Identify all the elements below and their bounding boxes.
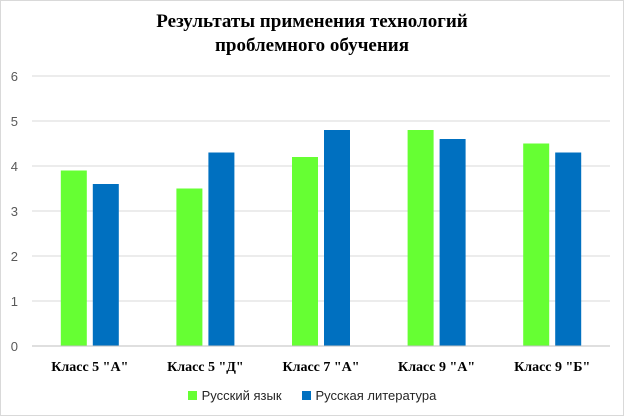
chart-title-line-2: проблемного обучения — [214, 35, 410, 56]
y-tick-label: 1 — [11, 294, 18, 309]
y-tick-label: 2 — [11, 249, 18, 264]
bar — [324, 130, 350, 346]
y-tick-label: 6 — [11, 69, 18, 84]
legend: Русский язык Русская литература — [0, 388, 624, 403]
y-tick-label: 5 — [11, 114, 18, 129]
legend-swatch-russian-language — [187, 391, 197, 400]
bars — [60, 130, 582, 346]
y-tick-label: 3 — [11, 204, 18, 219]
bar — [407, 130, 434, 346]
gridlines — [32, 75, 610, 302]
bar — [176, 188, 203, 346]
x-tick-label: Класс 9 "А" — [398, 360, 475, 375]
bar — [92, 184, 119, 346]
bar — [555, 152, 582, 346]
bar — [439, 139, 466, 346]
legend-label-russian-literature: Русская литература — [315, 388, 437, 403]
bar — [523, 143, 550, 346]
bar — [60, 170, 87, 346]
chart-title: Результаты применения технологий проблем… — [0, 10, 624, 58]
legend-swatch-russian-literature — [301, 391, 311, 400]
y-tick-label: 0 — [11, 339, 18, 354]
bar — [292, 157, 318, 346]
x-tick-label: Класс 5 "А" — [51, 360, 128, 375]
legend-item-russian-language: Русский язык — [187, 388, 282, 403]
legend-item-russian-literature: Русская литература — [301, 388, 437, 403]
y-tick-label: 4 — [11, 159, 18, 174]
legend-label-russian-language: Русский язык — [201, 388, 282, 403]
x-tick-label: Класс 5 "Д" — [167, 360, 244, 375]
axis-labels: 0 1 2 3 4 5 6 Класс 5 "А" Класс 5 "Д" Класс 7 "А"… — [11, 69, 591, 375]
chart-title-line-1: Результаты применения технологий — [156, 11, 468, 32]
x-tick-label: Класс 7 "А" — [282, 360, 359, 375]
x-tick-label: Класс 9 "Б" — [514, 360, 590, 375]
bar — [208, 152, 235, 346]
